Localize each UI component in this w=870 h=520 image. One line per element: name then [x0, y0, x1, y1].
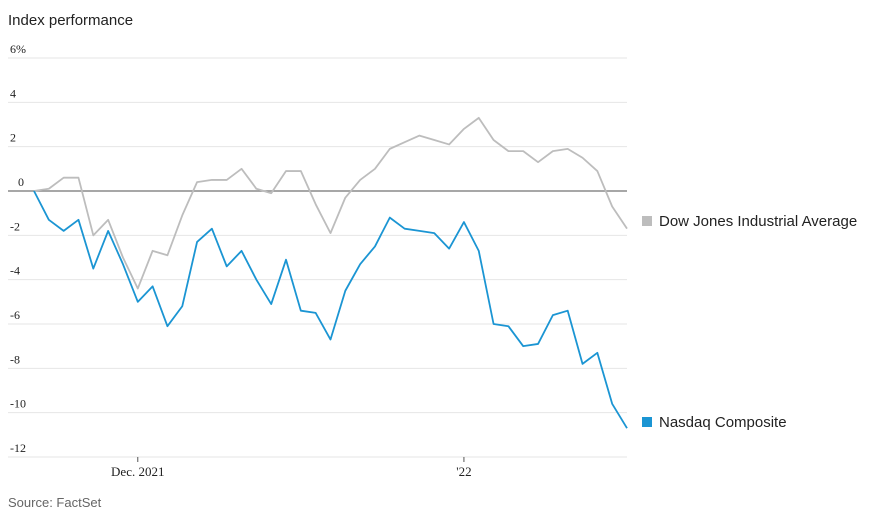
- y-tick-label: -2: [10, 219, 20, 233]
- y-tick-label: -8: [10, 352, 20, 366]
- series-lines: [33, 116, 628, 429]
- y-tick-label: 0: [18, 175, 24, 189]
- y-tick-label: -12: [10, 441, 26, 455]
- y-tick-label: -4: [10, 264, 20, 278]
- y-tick-label: 4: [10, 86, 16, 100]
- x-tick-label: Dec. 2021: [111, 464, 164, 479]
- gridlines: [8, 57, 627, 458]
- chart-title: Index performance: [8, 12, 133, 29]
- source-note: Source: FactSet: [8, 495, 102, 510]
- legend-label: Nasdaq Composite: [659, 414, 787, 431]
- x-axis-ticks: Dec. 2021 '22: [111, 457, 472, 479]
- legend-swatch: [642, 417, 652, 427]
- y-tick-label: 2: [10, 131, 16, 145]
- legend-swatch: [642, 216, 652, 226]
- dow-jones-line: [33, 116, 628, 290]
- y-axis-tick-labels: 6% 4 2 0 -2 -4 -6 -8 -10 -12: [10, 42, 26, 455]
- legend-label: Dow Jones Industrial Average: [659, 213, 857, 230]
- y-tick-label: -6: [10, 308, 20, 322]
- y-tick-label: 6%: [10, 42, 26, 56]
- nasdaq-line: [33, 190, 628, 429]
- x-tick-label: '22: [456, 464, 471, 479]
- legend: Dow Jones Industrial Average Nasdaq Compo…: [642, 213, 857, 431]
- y-tick-label: -10: [10, 397, 26, 411]
